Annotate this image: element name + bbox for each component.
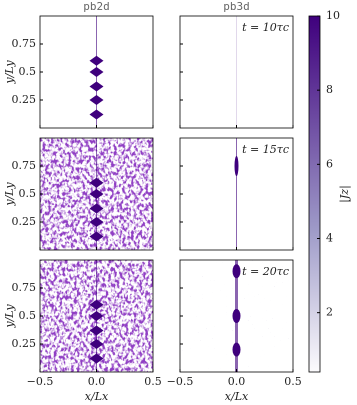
colorbar-tick-label: 4 [326, 232, 333, 245]
x-tick-label: 0.5 [284, 375, 302, 388]
plasmoid [89, 55, 104, 66]
plasmoid [89, 299, 104, 310]
plasmoid [89, 81, 104, 92]
plasmoid [232, 264, 241, 279]
y-tick-label: 0.75 [12, 159, 37, 172]
plasmoid [89, 325, 104, 336]
time-annotation: t = 20τc [242, 265, 289, 278]
panel: 0.25 0.5 0.75 y/Ly pb2d [3, 0, 154, 129]
column-title: pb2d [83, 0, 110, 13]
panel: −0.5 0.0 0.5 t = 20τc x/Lx [167, 259, 302, 403]
x-tick-label: 0.5 [144, 375, 162, 388]
y-tick-label: 0.25 [12, 93, 37, 106]
panel: t = 10τc pb3d [179, 0, 294, 129]
y-tick-label: 0.25 [12, 215, 37, 228]
plasmoid [89, 109, 104, 120]
plasmoid [89, 353, 104, 364]
plasmoid [89, 203, 104, 214]
x-axis-label: x/Lx [225, 390, 249, 403]
plasmoid [232, 309, 241, 323]
colorbar-label: |Jz| [338, 185, 352, 203]
plasmoid [89, 339, 104, 349]
y-tick-label: 0.5 [19, 65, 37, 78]
x-tick-label: −0.5 [27, 375, 54, 388]
time-annotation: t = 15τc [242, 143, 289, 156]
y-tick-label: 0.75 [12, 37, 37, 50]
plasmoid [89, 177, 104, 188]
plasmoid [89, 95, 104, 105]
colorbar-tick-label: 6 [326, 157, 333, 170]
x-axis-label: x/Lx [85, 390, 109, 403]
y-tick-label: 0.5 [19, 187, 37, 200]
plasmoid [232, 342, 241, 357]
time-annotation: t = 10τc [242, 21, 289, 34]
x-tick-label: 0.0 [228, 375, 246, 388]
y-axis-label: y/Ly [3, 182, 16, 207]
y-axis-label: y/Ly [3, 60, 16, 85]
x-tick-label: −0.5 [167, 375, 194, 388]
plasmoid [89, 311, 104, 321]
plasmoid [89, 67, 104, 77]
plasmoid [89, 231, 104, 242]
panel: 0.250.50.75−0.5 0.0 0.5y/Lyx/Lx [3, 259, 162, 403]
plasmoid [234, 156, 239, 176]
panel-bg [180, 16, 293, 128]
y-tick-label: 0.5 [19, 309, 37, 322]
plasmoid [89, 217, 104, 227]
colorbar-tick-label: 2 [326, 306, 333, 319]
colorbar [308, 15, 321, 373]
y-tick-label: 0.25 [12, 337, 37, 350]
x-tick-label: 0.0 [88, 375, 106, 388]
plasmoid [89, 189, 104, 199]
colorbar-tick-label: 10 [326, 9, 340, 22]
panel: t = 15τc [179, 137, 294, 251]
colorbar-tick-label: 8 [326, 83, 333, 96]
column-title: pb3d [223, 0, 250, 13]
y-axis-label: y/Ly [3, 304, 16, 329]
y-tick-label: 0.75 [12, 281, 37, 294]
panel: 0.25 0.5 0.75 y/Ly [3, 137, 154, 251]
